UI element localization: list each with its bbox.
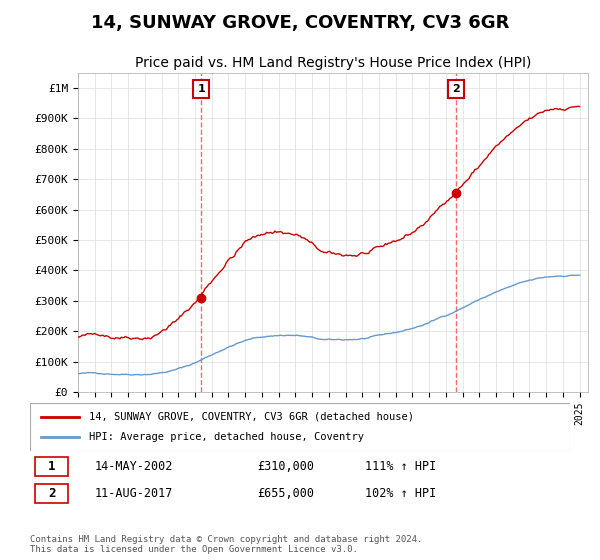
Text: Contains HM Land Registry data © Crown copyright and database right 2024.
This d: Contains HM Land Registry data © Crown c… [30,535,422,554]
Text: 14, SUNWAY GROVE, COVENTRY, CV3 6GR (detached house): 14, SUNWAY GROVE, COVENTRY, CV3 6GR (det… [89,412,415,422]
Text: HPI: Average price, detached house, Coventry: HPI: Average price, detached house, Cove… [89,432,364,442]
Text: 1: 1 [48,460,55,473]
Text: 1: 1 [197,84,205,94]
Title: Price paid vs. HM Land Registry's House Price Index (HPI): Price paid vs. HM Land Registry's House … [135,56,531,70]
Text: 14, SUNWAY GROVE, COVENTRY, CV3 6GR: 14, SUNWAY GROVE, COVENTRY, CV3 6GR [91,14,509,32]
FancyBboxPatch shape [35,484,68,503]
Text: 2: 2 [48,487,55,500]
Text: 102% ↑ HPI: 102% ↑ HPI [365,487,436,500]
Text: £310,000: £310,000 [257,460,314,473]
FancyBboxPatch shape [30,403,570,451]
Text: 111% ↑ HPI: 111% ↑ HPI [365,460,436,473]
Text: 11-AUG-2017: 11-AUG-2017 [95,487,173,500]
Text: £655,000: £655,000 [257,487,314,500]
Text: 14-MAY-2002: 14-MAY-2002 [95,460,173,473]
FancyBboxPatch shape [35,458,68,477]
Text: 2: 2 [452,84,460,94]
